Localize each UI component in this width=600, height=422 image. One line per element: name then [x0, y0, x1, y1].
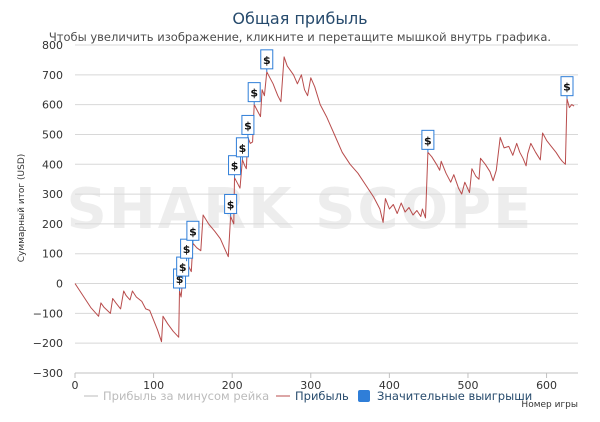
svg-text:$: $ — [179, 261, 187, 274]
legend-item-rake[interactable]: Прибыль за минусом рейка — [84, 389, 269, 403]
svg-text:Прибыль за минусом рейка: Прибыль за минусом рейка — [103, 389, 269, 403]
svg-text:$: $ — [244, 119, 252, 132]
chart-title: Общая прибыль — [232, 9, 367, 28]
y-tick-label: 800 — [42, 39, 63, 52]
y-tick-label: −200 — [33, 337, 63, 350]
svg-text:$: $ — [189, 225, 197, 238]
x-tick-label: 400 — [379, 379, 400, 392]
x-axis-label: Номер игры — [521, 400, 578, 410]
big-win-marker[interactable]: $ — [235, 137, 249, 160]
big-win-marker[interactable]: $ — [180, 238, 194, 262]
legend: Прибыль за минусом рейка Прибыль Значитель… — [84, 389, 532, 403]
y-tick-label: 300 — [42, 188, 63, 201]
profit-series-line[interactable] — [74, 56, 575, 343]
svg-text:$: $ — [250, 87, 258, 100]
y-tick-label: 500 — [42, 128, 63, 141]
x-tick-label: 300 — [300, 379, 321, 392]
svg-text:$: $ — [183, 243, 191, 256]
watermark: SHARK SCOPE — [67, 177, 534, 242]
svg-text:$: $ — [563, 81, 571, 94]
svg-text:$: $ — [424, 134, 432, 147]
chart-subtitle: Чтобы увеличить изображение, кликните и … — [49, 30, 551, 44]
x-tick-label: 0 — [72, 379, 79, 392]
y-tick-label: −100 — [33, 307, 63, 320]
svg-text:$: $ — [231, 160, 239, 173]
x-tick-label: 100 — [143, 379, 164, 392]
legend-item-big-wins[interactable]: Значительные выигрыши — [358, 389, 532, 403]
svg-text:$: $ — [239, 142, 247, 155]
big-win-marker[interactable]: $ — [260, 49, 274, 72]
legend-item-profit[interactable]: Прибыль — [276, 389, 349, 403]
y-axis-label: Суммарный итог (USD) — [17, 154, 27, 263]
big-win-marker[interactable]: $ — [228, 155, 242, 178]
x-tick-label: 500 — [457, 379, 478, 392]
x-tick-label: 200 — [222, 379, 243, 392]
y-tick-label: 600 — [42, 99, 63, 112]
big-win-marker[interactable]: $ — [560, 76, 574, 99]
big-win-marker[interactable]: $ — [186, 220, 200, 244]
big-win-marker[interactable]: $ — [421, 129, 435, 153]
y-tick-label: 400 — [42, 158, 63, 171]
svg-text:$: $ — [176, 273, 184, 286]
x-tick-label: 600 — [536, 379, 557, 392]
big-win-marker[interactable]: $ — [224, 193, 238, 217]
y-tick-label: 700 — [42, 69, 63, 82]
y-tick-label: 100 — [42, 248, 63, 261]
svg-text:Прибыль: Прибыль — [295, 389, 349, 403]
y-tick-label: 200 — [42, 218, 63, 231]
svg-text:$: $ — [227, 198, 235, 211]
y-tick-label: 0 — [56, 278, 63, 291]
big-win-marker[interactable]: $ — [241, 114, 255, 138]
big-win-marker[interactable]: $ — [247, 82, 261, 105]
y-tick-label: −300 — [33, 367, 63, 380]
svg-text:$: $ — [263, 54, 271, 67]
svg-text:Значительные выигрыши: Значительные выигрыши — [377, 389, 532, 403]
